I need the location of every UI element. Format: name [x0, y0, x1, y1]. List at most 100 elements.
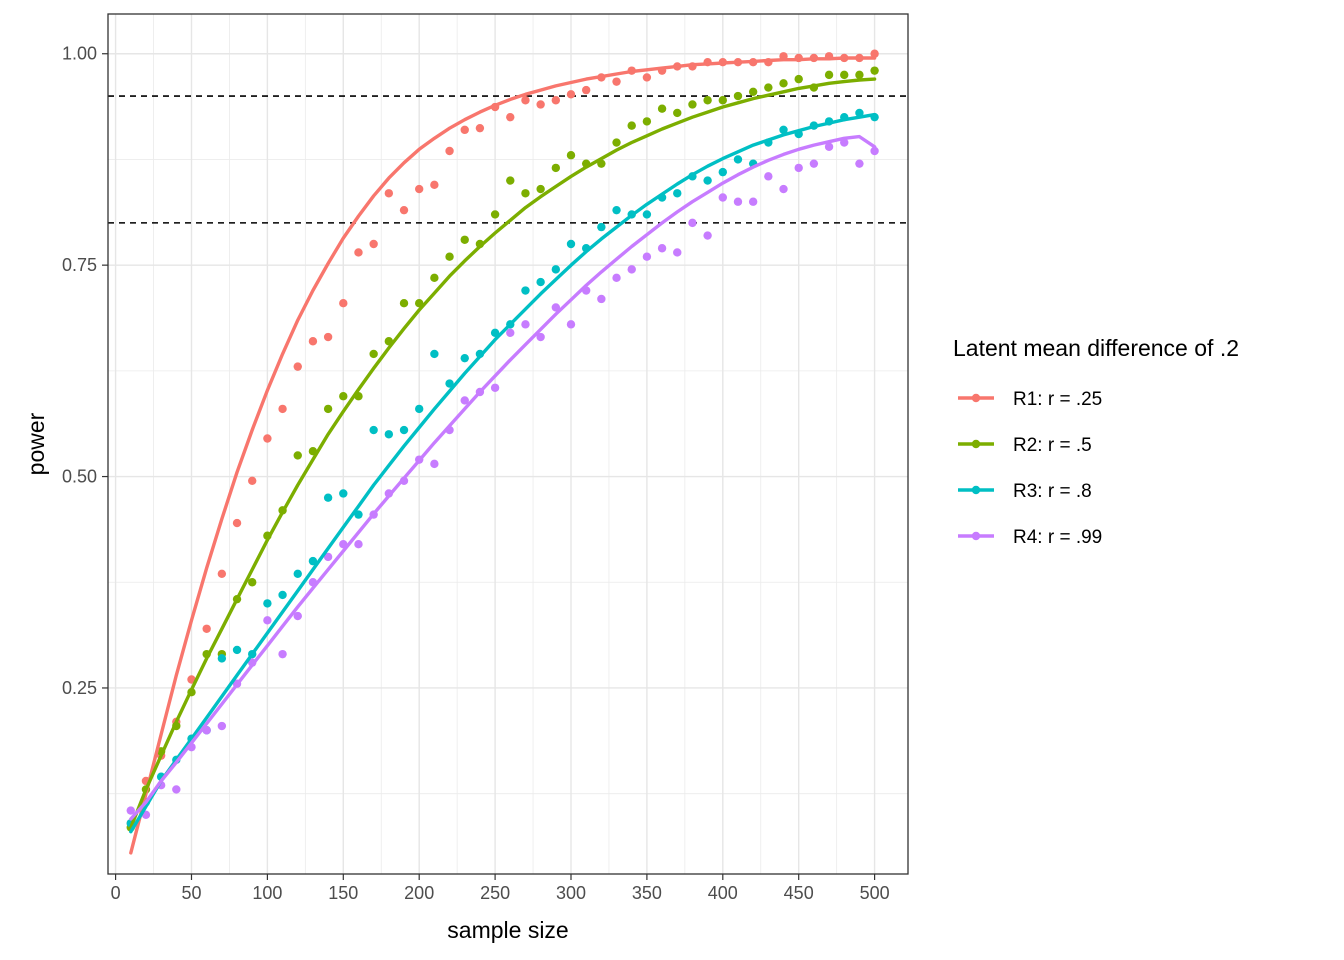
data-point-r1 [248, 476, 257, 485]
data-point-r2 [339, 392, 348, 401]
data-point-r4 [323, 552, 333, 562]
data-point-r4 [521, 320, 530, 329]
legend-key-point [971, 439, 981, 449]
data-point-r1 [566, 90, 576, 99]
y-axis-title: power [23, 412, 49, 475]
data-point-r4 [627, 265, 636, 274]
data-point-r4 [551, 303, 561, 312]
data-point-r2 [840, 70, 849, 80]
data-point-r3 [232, 645, 242, 655]
data-point-r1 [354, 248, 363, 257]
data-point-r4 [506, 328, 515, 338]
data-point-r3 [855, 108, 864, 118]
data-point-r2 [733, 91, 743, 101]
data-point-r3 [278, 590, 287, 600]
data-point-r3 [703, 176, 712, 185]
data-point-r1 [460, 125, 469, 135]
data-point-r3 [293, 569, 302, 579]
x-tick-label: 200 [404, 883, 434, 903]
data-point-r4 [536, 332, 545, 342]
data-point-r2 [779, 79, 788, 88]
data-point-r3 [566, 239, 576, 249]
data-point-r2 [703, 96, 712, 105]
data-point-r4 [764, 172, 773, 181]
data-point-r3 [718, 167, 728, 177]
data-point-r4 [430, 459, 439, 469]
y-tick-label: 1.00 [62, 44, 97, 64]
legend-key-point [971, 485, 981, 495]
data-point-r3 [779, 125, 788, 135]
data-point-r2 [460, 235, 469, 244]
data-point-r1 [475, 123, 485, 133]
data-point-r1 [506, 112, 515, 122]
data-point-r4 [688, 218, 697, 228]
data-point-r2 [566, 151, 576, 160]
data-point-r2 [369, 349, 378, 359]
legend: Latent mean difference of .2 R1: r = .25… [953, 335, 1239, 548]
data-point-r2 [248, 578, 257, 587]
data-point-r2 [521, 189, 530, 198]
data-point-r3 [612, 205, 621, 215]
x-tick-label: 500 [860, 883, 890, 903]
data-point-r3 [339, 489, 348, 498]
data-point-r3 [323, 493, 333, 502]
data-point-r2 [642, 117, 652, 126]
data-point-r1 [308, 337, 318, 346]
data-point-r1 [430, 180, 439, 190]
x-tick-label: 150 [328, 883, 358, 903]
data-point-r1 [642, 73, 652, 82]
data-point-r2 [551, 163, 561, 173]
data-point-r4 [733, 197, 743, 206]
data-point-r3 [521, 286, 530, 295]
data-point-r3 [217, 654, 227, 663]
data-point-r1 [399, 205, 409, 215]
data-point-r4 [809, 159, 819, 168]
data-point-r2 [323, 404, 333, 414]
data-point-r1 [581, 85, 591, 95]
legend-key-point [971, 531, 981, 541]
data-point-r1 [202, 624, 211, 633]
legend-label-r2: R2: r = .5 [1013, 435, 1092, 456]
data-point-r1 [551, 96, 561, 105]
data-point-r1 [536, 100, 545, 109]
data-point-r4 [278, 649, 287, 659]
legend-label-r4: R4: r = .99 [1013, 527, 1102, 548]
legend-title: Latent mean difference of .2 [953, 335, 1239, 361]
data-point-r1 [384, 189, 394, 198]
data-point-r2 [612, 138, 621, 147]
y-tick-label: 0.50 [62, 467, 97, 487]
data-point-r3 [597, 222, 606, 232]
fitted-curve-r2 [129, 77, 877, 830]
data-point-r3 [673, 189, 682, 198]
panel-border [107, 13, 909, 875]
data-point-r4 [794, 163, 803, 173]
fitted-curve-r3 [129, 112, 877, 834]
data-point-r1 [612, 77, 621, 86]
data-point-r3 [642, 210, 652, 219]
data-point-r1 [323, 332, 333, 342]
x-tick-label: 100 [252, 883, 282, 903]
data-point-r3 [308, 556, 318, 566]
data-point-r1 [414, 184, 424, 194]
data-point-r4 [126, 806, 135, 815]
data-point-r2 [855, 70, 864, 80]
data-point-r1 [521, 96, 530, 105]
data-point-r2 [870, 66, 879, 75]
data-point-r4 [460, 396, 469, 405]
x-tick-label: 0 [111, 883, 121, 903]
data-point-r2 [430, 273, 439, 283]
data-point-r1 [870, 49, 879, 58]
data-point-r3 [733, 155, 743, 164]
data-point-r4 [597, 294, 606, 304]
x-tick-label: 450 [784, 883, 814, 903]
data-point-r2 [688, 100, 697, 109]
x-tick-label: 350 [632, 883, 662, 903]
legend-key-point [971, 393, 981, 403]
data-point-r2 [718, 96, 728, 105]
x-tick-label: 50 [181, 883, 201, 903]
data-point-r2 [748, 87, 758, 96]
data-point-r3 [430, 349, 439, 359]
data-point-r4 [703, 231, 712, 240]
data-point-r4 [824, 142, 834, 151]
